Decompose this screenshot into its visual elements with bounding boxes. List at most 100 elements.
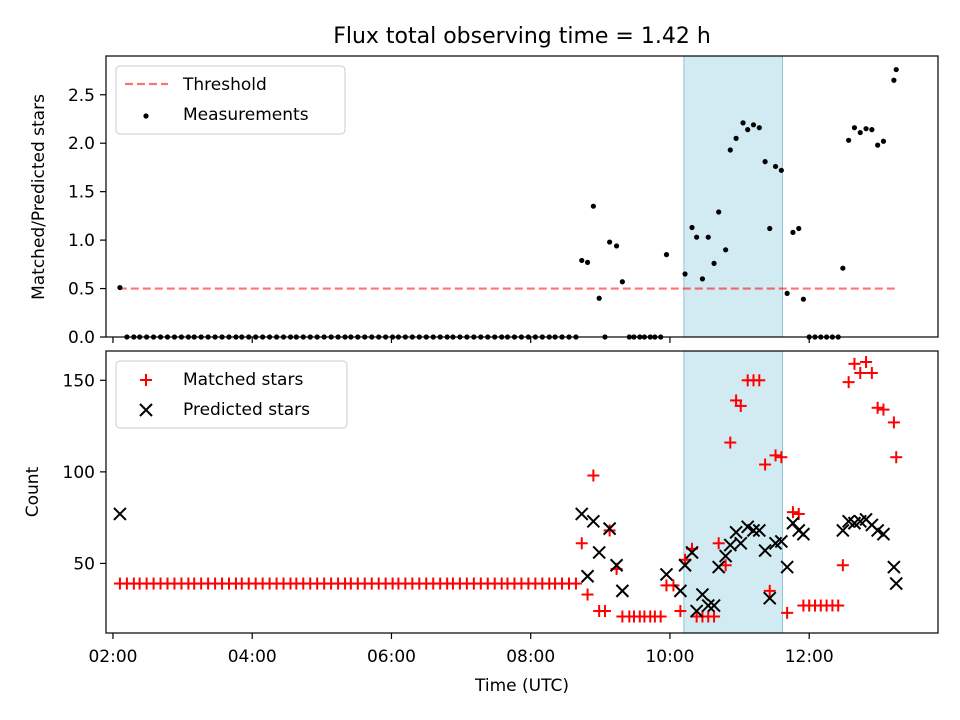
matched-stars-point bbox=[836, 559, 849, 572]
predicted-stars-point bbox=[876, 527, 891, 541]
legend-predicted-label: Predicted stars bbox=[183, 400, 310, 420]
legend-predicted-marker bbox=[139, 403, 153, 417]
measurement-point bbox=[711, 260, 717, 266]
measurement-point bbox=[596, 295, 602, 301]
bottom-shaded-interval bbox=[683, 350, 784, 634]
top-y-tick-label: 2.5 bbox=[68, 86, 95, 106]
matched-stars-point bbox=[724, 436, 737, 449]
predicted-stars-point bbox=[659, 567, 674, 582]
predicted-stars-point bbox=[701, 598, 715, 613]
measurement-point bbox=[705, 234, 711, 240]
measurement-point bbox=[750, 122, 757, 128]
matched-stars-point bbox=[667, 579, 680, 592]
predicted-stars-point bbox=[609, 558, 624, 572]
matched-stars-point bbox=[781, 606, 794, 619]
bottom-y-ticks: 50 100 150 bbox=[63, 371, 106, 574]
predicted-stars-point bbox=[673, 584, 688, 598]
bottom-legend-box bbox=[115, 360, 348, 429]
matched-stars-point bbox=[887, 416, 900, 429]
measurement-point bbox=[619, 279, 625, 285]
bottom-x-tick-label: 06:00 bbox=[367, 647, 416, 667]
measurement-point bbox=[796, 225, 802, 232]
measurement-point bbox=[846, 137, 852, 143]
measurement-point bbox=[663, 252, 670, 258]
measurement-point bbox=[875, 142, 881, 148]
measurement-point bbox=[772, 163, 779, 170]
predicted-stars-point bbox=[746, 523, 761, 538]
matched-stars-point bbox=[842, 376, 855, 389]
matched-stars-point bbox=[865, 366, 878, 379]
predicted-stars-point bbox=[836, 523, 850, 538]
predicted-stars-point bbox=[592, 545, 606, 560]
bottom-axes-frame bbox=[105, 350, 939, 634]
bottom-y-tick-label: 100 bbox=[63, 463, 95, 483]
measurement-point bbox=[880, 138, 887, 144]
bottom-x-tick-label: 12:00 bbox=[785, 647, 834, 667]
matched-stars-point bbox=[769, 449, 782, 462]
bottom-plot-area bbox=[113, 350, 903, 634]
predicted-stars-point bbox=[689, 604, 704, 618]
predicted-stars-point bbox=[602, 521, 617, 536]
measurement-point bbox=[800, 296, 806, 302]
matched-stars-point bbox=[763, 584, 776, 597]
top-y-tick-label: 0.0 bbox=[68, 328, 95, 348]
predicted-stars-point bbox=[887, 560, 901, 574]
measurement-point bbox=[857, 129, 863, 136]
legend-measurements-marker bbox=[143, 113, 149, 119]
bottom-x-tick-label: 08:00 bbox=[506, 647, 555, 667]
measurement-point bbox=[756, 125, 762, 131]
predicted-stars-point bbox=[763, 591, 777, 605]
predicted-stars-point bbox=[707, 598, 721, 613]
matched-stars-point bbox=[786, 506, 799, 519]
predicted-stars-point bbox=[729, 525, 743, 539]
legend-matched-label: Matched stars bbox=[183, 370, 303, 390]
top-legend: Threshold Measurements bbox=[115, 65, 346, 135]
bottom-y-tick-label: 50 bbox=[73, 554, 95, 574]
measurement-point bbox=[778, 167, 784, 173]
matched-stars-point bbox=[759, 458, 772, 471]
measurement-point bbox=[607, 239, 613, 245]
predicted-stars-point bbox=[711, 560, 726, 574]
measurement-point bbox=[117, 284, 123, 291]
bottom-x-tick-label: 04:00 bbox=[228, 647, 277, 667]
predicted-stars-point bbox=[615, 584, 630, 598]
matched-stars-point bbox=[654, 610, 667, 623]
top-y-ticks: 0.0 0.5 1.0 1.5 2.0 2.5 bbox=[68, 86, 106, 348]
matched-stars-point bbox=[877, 403, 890, 416]
measurement-point bbox=[699, 276, 706, 282]
measurement-point bbox=[716, 209, 722, 215]
measurement-point bbox=[840, 265, 846, 271]
measurement-point bbox=[784, 290, 790, 296]
bottom-y-tick-label: 150 bbox=[63, 371, 95, 391]
measurement-point bbox=[689, 224, 695, 231]
predicted-stars-point bbox=[580, 569, 595, 583]
measurement-point bbox=[863, 126, 869, 132]
predicted-stars-point bbox=[780, 560, 794, 574]
measurement-point bbox=[869, 127, 875, 133]
predicted-stars-point bbox=[870, 523, 885, 538]
measurement-point bbox=[762, 159, 768, 165]
predicted-stars-point bbox=[752, 523, 767, 538]
matched-stars-point bbox=[871, 401, 884, 414]
predicted-stars-point bbox=[695, 587, 710, 602]
measurement-point bbox=[893, 66, 899, 73]
matched-stars-point bbox=[575, 537, 588, 550]
predicted-stars-point bbox=[113, 507, 127, 521]
legend-threshold-label: Threshold bbox=[182, 75, 267, 95]
matched-stars-point bbox=[832, 599, 845, 612]
top-axes: 0.0 0.5 1.0 1.5 2.0 2.5 bbox=[68, 55, 939, 348]
measurement-point bbox=[733, 135, 739, 141]
top-chart-title: Flux total observing time = 1.42 h bbox=[333, 24, 711, 49]
measurement-point bbox=[584, 259, 591, 265]
predicted-stars-point bbox=[718, 549, 733, 563]
top-y-axis-label: Matched/Predicted stars bbox=[29, 94, 49, 300]
top-y-tick-label: 0.5 bbox=[68, 280, 95, 300]
measurement-point bbox=[740, 120, 746, 126]
predicted-stars-point bbox=[796, 527, 811, 541]
legend-matched-marker bbox=[140, 374, 152, 386]
bottom-x-tick-label: 02:00 bbox=[88, 647, 137, 667]
matched-stars-point bbox=[581, 588, 594, 601]
matched-stars-point bbox=[674, 605, 687, 618]
predicted-stars-point bbox=[586, 514, 601, 529]
